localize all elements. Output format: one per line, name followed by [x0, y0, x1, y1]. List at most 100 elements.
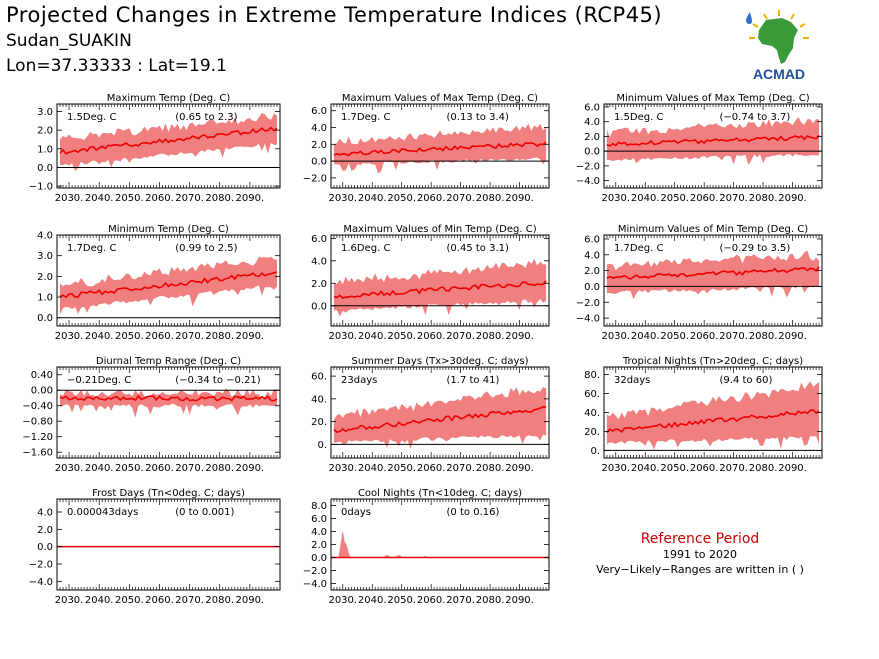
- x-tick-label: 2080.: [205, 331, 234, 342]
- projected-change-value: 1.7Deg. C: [341, 112, 390, 123]
- y-tick-label: −1.60: [22, 448, 53, 459]
- reference-period-years: 1991 to 2020: [662, 548, 738, 561]
- x-tick-label: 2080.: [749, 193, 778, 204]
- x-tick-label: 2030.: [601, 463, 630, 474]
- x-tick-label: 2070.: [175, 193, 204, 204]
- y-tick-label: 2.0: [37, 272, 53, 283]
- x-tick-label: 2090.: [505, 463, 534, 474]
- y-tick-label: −4.0: [576, 314, 600, 325]
- x-tick-label: 2030.: [328, 193, 357, 204]
- chart-panel: Diurnal Temp Range (Deg. C) 2030. 2040. 205…: [22, 356, 281, 474]
- logo-text: ACMAD: [753, 66, 805, 82]
- x-tick-label: 2070.: [175, 331, 204, 342]
- y-tick-label: −2.0: [576, 161, 600, 172]
- chart-title: Maximum Values of Max Temp (Deg. C): [342, 93, 538, 104]
- x-tick-label: 2030.: [328, 595, 357, 606]
- x-tick-label: 2070.: [446, 595, 475, 606]
- y-tick-label: 4.0: [311, 123, 327, 134]
- x-tick-label: 2030.: [328, 463, 357, 474]
- station-coordinates: Lon=37.33333 : Lat=19.1: [6, 56, 227, 76]
- x-tick-label: 2030.: [601, 193, 630, 204]
- y-tick-label: 2.0: [311, 540, 327, 551]
- raindrop-icon: [746, 12, 752, 25]
- y-tick-label: 4.0: [37, 231, 53, 242]
- x-tick-label: 2050.: [115, 463, 144, 474]
- very-likely-range: (−0.34 to −0.21): [175, 375, 261, 386]
- x-tick-label: 2080.: [749, 331, 778, 342]
- x-tick-label: 2080.: [205, 193, 234, 204]
- range-note: Very−Likely−Ranges are written in ( ): [596, 563, 804, 576]
- likely-range-band: [606, 381, 820, 450]
- y-tick-label: 2.0: [584, 132, 600, 143]
- x-tick-label: 2060.: [690, 463, 719, 474]
- very-likely-range: (−0.29 to 3.5): [720, 243, 791, 254]
- x-tick-label: 2080.: [476, 193, 505, 204]
- x-tick-label: 2070.: [446, 331, 475, 342]
- x-tick-label: 2050.: [387, 463, 416, 474]
- median-line: [606, 266, 820, 280]
- sun-icon: [749, 10, 809, 39]
- very-likely-range: (1.7 to 41): [447, 375, 500, 386]
- x-tick-label: 2090.: [778, 193, 807, 204]
- median-line: [333, 405, 547, 434]
- x-tick-label: 2050.: [387, 331, 416, 342]
- very-likely-range: (0 to 0.16): [447, 507, 500, 518]
- chart-title: Cool Nights (Tn<10deg. C; days): [358, 488, 522, 499]
- x-tick-label: 2090.: [505, 331, 534, 342]
- x-tick-label: 2070.: [719, 463, 748, 474]
- y-tick-label: 40.: [584, 408, 600, 419]
- y-tick-label: −2.0: [576, 298, 600, 309]
- x-tick-label: 2040.: [631, 193, 660, 204]
- y-tick-label: −4.0: [303, 579, 327, 590]
- x-tick-label: 2040.: [85, 331, 114, 342]
- x-tick-label: 2070.: [175, 595, 204, 606]
- y-tick-label: 0.0: [37, 163, 53, 174]
- x-tick-label: 2040.: [85, 463, 114, 474]
- very-likely-range: (−0.74 to 3.7): [720, 112, 791, 123]
- x-tick-label: 2050.: [115, 331, 144, 342]
- projected-change-value: 1.5Deg. C: [614, 112, 663, 123]
- chart-panel: Maximum Values of Min Temp (Deg. C) 2030.…: [311, 224, 550, 342]
- y-tick-label: 8.0: [311, 501, 327, 512]
- likely-range-band: [606, 250, 820, 300]
- projected-change-value: 1.5Deg. C: [67, 112, 116, 123]
- x-tick-label: 2090.: [778, 331, 807, 342]
- likely-range-band: [606, 117, 820, 165]
- reference-period-title: Reference Period: [640, 531, 760, 547]
- x-tick-label: 2050.: [660, 463, 689, 474]
- x-tick-label: 2090.: [505, 595, 534, 606]
- chart-title: Minimum Values of Min Temp (Deg. C): [618, 224, 808, 235]
- x-tick-label: 2060.: [690, 331, 719, 342]
- y-tick-label: 2.0: [311, 279, 327, 290]
- x-tick-label: 2050.: [387, 595, 416, 606]
- y-tick-label: 2.0: [37, 126, 53, 137]
- very-likely-range: (0.45 to 3.1): [447, 243, 509, 254]
- chart-title: Minimum Temp (Deg. C): [108, 224, 229, 235]
- x-tick-label: 2080.: [476, 595, 505, 606]
- chart-panel: Frost Days (Tn<0deg. C; days)2030. 2040. 2…: [29, 488, 281, 606]
- y-tick-label: 0.0: [584, 147, 600, 158]
- chart-panel: Minimum Values of Min Temp (Deg. C) 2030.…: [576, 224, 823, 342]
- x-tick-label: 2050.: [660, 331, 689, 342]
- y-tick-label: 0.0: [584, 282, 600, 293]
- y-tick-label: 3.0: [37, 251, 53, 262]
- x-tick-label: 2050.: [387, 193, 416, 204]
- y-tick-label: 0.0: [37, 313, 53, 324]
- x-tick-label: 2060.: [417, 463, 446, 474]
- projected-change-value: 23days: [341, 375, 377, 386]
- x-tick-label: 2080.: [476, 463, 505, 474]
- projected-change-value: −0.21Deg. C: [67, 375, 131, 386]
- y-tick-label: 6.0: [311, 234, 327, 245]
- y-tick-label: 0.0: [311, 553, 327, 564]
- y-tick-label: −0.80: [22, 417, 53, 428]
- x-tick-label: 2060.: [690, 193, 719, 204]
- y-tick-label: 4.0: [37, 508, 53, 519]
- x-tick-label: 2040.: [358, 463, 387, 474]
- y-tick-label: 60.: [311, 372, 327, 383]
- y-tick-label: 4.0: [584, 117, 600, 128]
- chart-title: Summer Days (Tx>30deg. C; days): [351, 356, 528, 367]
- chart-panel: Minimum Temp (Deg. C) 2030. 2040. 2050. 2060…: [37, 224, 281, 342]
- x-tick-label: 2060.: [145, 463, 174, 474]
- y-tick-label: −2.0: [303, 566, 327, 577]
